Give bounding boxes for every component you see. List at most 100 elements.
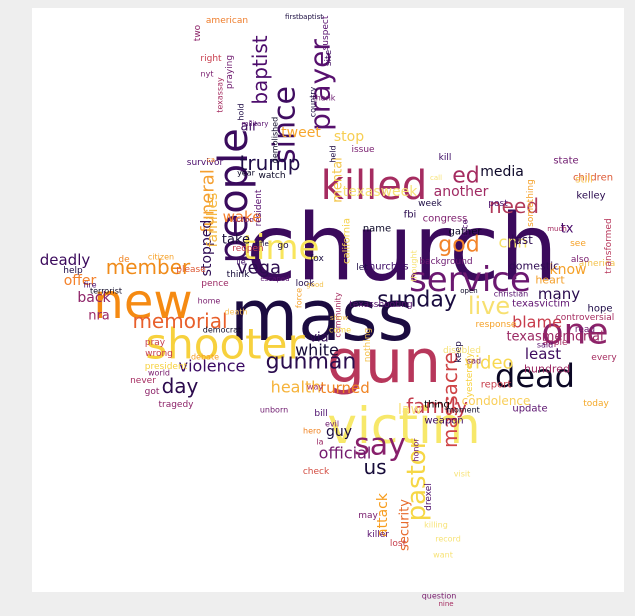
word-apple: apple: [543, 338, 568, 348]
word-democrat: democrat: [203, 326, 241, 335]
word-death: death: [224, 308, 247, 317]
word-kelley: kelley: [576, 191, 605, 202]
word-call: call: [430, 174, 442, 182]
word-congress: congress: [423, 214, 468, 225]
word-sad: sad: [467, 357, 481, 366]
word-ed: ed: [452, 164, 480, 189]
word-lost: lost: [390, 539, 407, 549]
word-right: right: [200, 54, 222, 64]
word-survivor: survivor: [187, 158, 224, 168]
word-churches: churches: [363, 262, 408, 273]
word-church: church: [246, 195, 558, 302]
word-need: need: [489, 194, 539, 218]
word-much: much: [547, 225, 567, 233]
word-evil: evil: [325, 420, 339, 429]
word-official: official: [319, 444, 372, 463]
word-please: please: [176, 265, 206, 275]
word-also: also: [571, 255, 590, 265]
word-rifle: rifle: [255, 240, 269, 248]
word-shooter: shooter: [145, 320, 305, 369]
word-watch: watch: [258, 171, 285, 181]
word-time: time: [243, 228, 320, 268]
word-children: children: [573, 173, 613, 184]
word-issue: issue: [351, 145, 375, 155]
word-state: state: [553, 156, 578, 167]
word-gather: gather: [449, 227, 483, 238]
word-record: record: [435, 535, 461, 544]
word-killer: killer: [367, 530, 389, 540]
word-tx: tx: [561, 222, 574, 237]
word-bill: bill: [314, 409, 327, 419]
word-know: know: [550, 262, 587, 278]
word-trump: trump: [240, 151, 301, 175]
word-pence: pence: [201, 279, 229, 289]
word-update: update: [512, 404, 547, 415]
word-debate: debate: [191, 353, 219, 362]
word-christian: christian: [494, 290, 528, 299]
word-hero: hero: [303, 427, 321, 436]
word-member: member: [106, 255, 191, 279]
word-post: post: [488, 199, 508, 209]
word-american: american: [206, 16, 248, 26]
word-resident: resident: [254, 189, 264, 226]
word-media: media: [480, 164, 524, 180]
word-sunday: sunday: [377, 288, 457, 313]
word-think: think: [227, 270, 250, 280]
word-open: open: [460, 287, 477, 295]
word-nine: nine: [438, 600, 453, 608]
word-thing: thing: [424, 400, 450, 411]
word-reopen: reopen: [232, 244, 264, 254]
word-thought: thought: [410, 250, 419, 281]
word-read: read: [575, 325, 595, 335]
word-demolished: demolished: [271, 117, 280, 163]
word-killed: killed: [321, 163, 428, 209]
word-want: want: [433, 551, 453, 560]
word-prayer: prayer: [304, 39, 337, 131]
word-ca: ca: [207, 156, 215, 164]
word-nyt: nyt: [201, 70, 214, 79]
word-look: look: [296, 279, 316, 289]
word-say: say: [354, 428, 406, 463]
word-two: two: [193, 24, 203, 41]
word-live: live: [468, 292, 510, 320]
word-turned: turned: [320, 379, 370, 397]
word-response: response: [476, 320, 517, 330]
word-fire: fire: [83, 281, 96, 290]
word-visit: visit: [454, 470, 470, 479]
word-massacre: massacre: [438, 352, 462, 448]
word-god: god: [438, 233, 479, 258]
word-one: one: [542, 312, 609, 353]
word-said: said: [537, 341, 553, 350]
word-wrong: wrong: [145, 349, 173, 359]
word-nra: nra: [88, 309, 110, 324]
word-military: military: [242, 120, 269, 128]
word-help: help: [63, 266, 83, 276]
word-guy: guy: [326, 424, 352, 440]
word-people: people: [211, 128, 257, 264]
word-background: background: [419, 257, 472, 267]
word-site: site: [324, 49, 334, 66]
word-honor: honor: [412, 438, 421, 462]
word-good: good: [306, 281, 323, 289]
word-week: week: [418, 199, 442, 209]
word-year: year: [237, 169, 256, 178]
word-tragedy: tragedy: [158, 400, 194, 410]
plot-canvas: [32, 8, 624, 592]
word-take: take: [222, 233, 250, 248]
word-world: world: [148, 369, 170, 378]
word-day: day: [162, 374, 199, 398]
word-fbi: fbi: [404, 210, 417, 221]
word-pray: pray: [145, 338, 166, 348]
word-weapon: weapon: [424, 416, 463, 427]
word-go: go: [277, 241, 289, 251]
word-action: action: [232, 216, 254, 224]
word-president: president: [145, 362, 188, 372]
word-funeral: funeral: [198, 169, 219, 233]
word-least: least: [525, 345, 561, 363]
word-texasmemorial: texasmemorial: [506, 330, 603, 345]
word-many: many: [538, 285, 580, 303]
word-wake: wake: [223, 208, 262, 226]
word-families: families: [205, 193, 221, 248]
word-texassay: texassay: [216, 77, 225, 113]
